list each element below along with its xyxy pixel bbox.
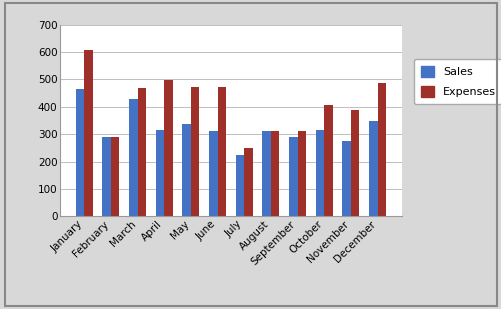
Bar xyxy=(244,148,253,216)
Bar xyxy=(137,88,146,216)
Bar xyxy=(368,121,377,216)
Bar xyxy=(342,141,350,216)
Bar xyxy=(111,137,119,216)
Bar xyxy=(271,131,279,216)
Bar xyxy=(315,130,324,216)
Bar xyxy=(324,105,332,216)
Bar xyxy=(297,131,306,216)
Legend: Sales, Expenses: Sales, Expenses xyxy=(413,59,501,104)
Bar xyxy=(377,83,385,216)
Bar xyxy=(102,137,111,216)
Bar xyxy=(76,89,84,216)
Bar xyxy=(129,99,137,216)
Bar xyxy=(350,110,359,216)
Bar xyxy=(235,155,244,216)
Bar xyxy=(208,131,217,216)
Bar xyxy=(155,130,164,216)
Bar xyxy=(190,87,199,216)
Bar xyxy=(164,80,172,216)
Bar xyxy=(84,50,93,216)
Bar xyxy=(217,87,225,216)
Bar xyxy=(262,131,271,216)
Bar xyxy=(289,137,297,216)
Bar xyxy=(182,124,190,216)
